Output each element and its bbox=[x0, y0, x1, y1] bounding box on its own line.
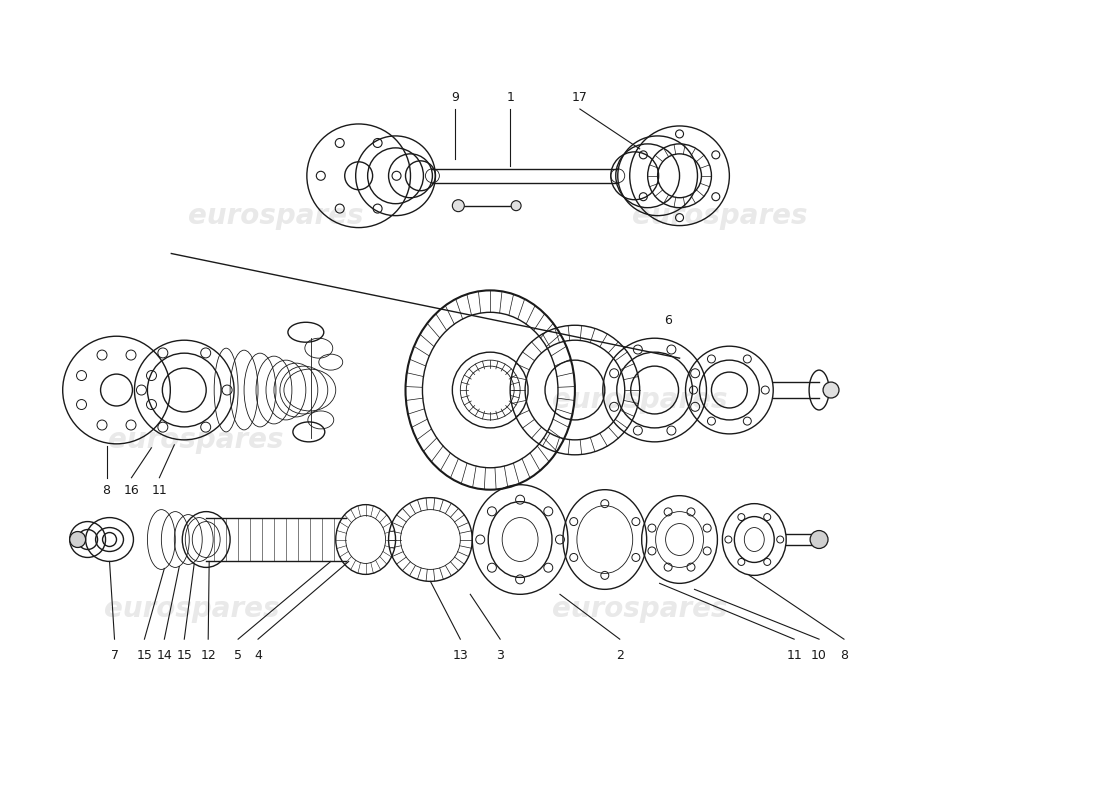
Text: eurospares: eurospares bbox=[103, 595, 279, 623]
Text: eurospares: eurospares bbox=[552, 595, 727, 623]
Text: 4: 4 bbox=[254, 649, 262, 662]
Ellipse shape bbox=[810, 530, 828, 549]
Text: 6: 6 bbox=[664, 314, 672, 326]
Text: 13: 13 bbox=[452, 649, 469, 662]
Text: 8: 8 bbox=[840, 649, 848, 662]
Text: 3: 3 bbox=[496, 649, 504, 662]
Text: 15: 15 bbox=[176, 649, 192, 662]
Text: eurospares: eurospares bbox=[109, 426, 284, 454]
Text: 9: 9 bbox=[451, 91, 460, 104]
Ellipse shape bbox=[69, 531, 86, 547]
Circle shape bbox=[823, 382, 839, 398]
Text: 14: 14 bbox=[156, 649, 173, 662]
Text: 17: 17 bbox=[572, 91, 587, 104]
Text: 5: 5 bbox=[234, 649, 242, 662]
Text: 10: 10 bbox=[811, 649, 827, 662]
Text: 15: 15 bbox=[136, 649, 153, 662]
Text: 11: 11 bbox=[786, 649, 802, 662]
Text: eurospares: eurospares bbox=[631, 202, 807, 230]
Text: 7: 7 bbox=[110, 649, 119, 662]
Text: 11: 11 bbox=[152, 484, 167, 497]
Text: 2: 2 bbox=[616, 649, 624, 662]
Text: 12: 12 bbox=[200, 649, 216, 662]
Text: eurospares: eurospares bbox=[552, 386, 727, 414]
Text: 16: 16 bbox=[123, 484, 140, 497]
Ellipse shape bbox=[512, 201, 521, 210]
Text: 1: 1 bbox=[506, 91, 514, 104]
Text: 8: 8 bbox=[102, 484, 110, 497]
Circle shape bbox=[452, 200, 464, 212]
Text: eurospares: eurospares bbox=[188, 202, 364, 230]
